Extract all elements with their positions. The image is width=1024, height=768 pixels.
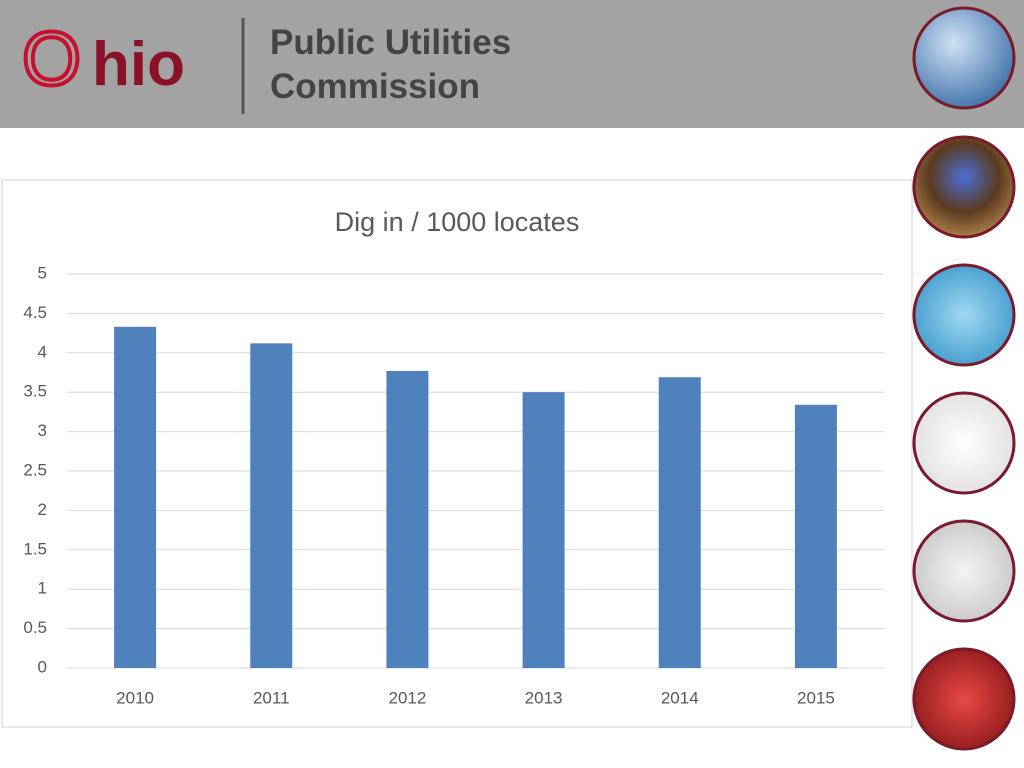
y-tick-label: 4 [38,342,47,361]
y-tick-label: 2 [38,500,47,519]
photo [912,263,1016,367]
y-tick-label: 1 [38,579,47,598]
y-tick-label: 3 [38,421,47,440]
logo-o: O [22,17,81,102]
org-name: Commission [270,67,480,106]
y-tick-label: 5 [38,263,47,282]
x-tick-label: 2013 [525,688,563,707]
y-tick-label: 3.5 [23,382,47,401]
photo [912,391,1016,495]
chart-title: Dig in / 1000 locates [335,207,580,237]
x-tick-label: 2015 [797,688,835,707]
bar [522,392,565,668]
bar [250,343,293,668]
bar [386,370,429,668]
y-tick-label: 4.5 [23,303,47,322]
bar [794,404,837,668]
x-tick-label: 2012 [389,688,427,707]
header-band [0,0,1024,128]
photo [912,6,1016,110]
photo-circles [912,6,1016,751]
plot: 0 0.5 1 1.5 2 2.5 3 3.5 4 4.5 5 2010 2011 2012 2013 201… [23,263,884,707]
bar [114,326,157,668]
bar [658,377,701,668]
y-tick-label: 0.5 [23,618,47,637]
photo [912,135,1016,239]
y-tick-label: 1.5 [23,539,47,558]
photo [912,519,1016,623]
org-name: Public Utilities [270,23,511,62]
y-tick-label: 2.5 [23,460,47,479]
x-tick-label: 2014 [661,688,699,707]
photo [912,647,1016,751]
x-tick-label: 2010 [116,688,154,707]
y-tick-label: 0 [38,657,47,676]
logo-text: hio [92,30,185,99]
x-tick-label: 2011 [253,688,290,707]
